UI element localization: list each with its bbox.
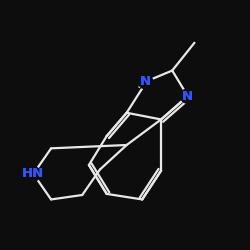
Circle shape: [180, 89, 195, 103]
Text: N: N: [182, 90, 193, 102]
Circle shape: [138, 74, 153, 89]
Text: N: N: [140, 75, 151, 88]
Text: N: N: [140, 75, 151, 88]
Circle shape: [26, 167, 40, 181]
Text: HN: HN: [22, 168, 44, 180]
Text: HN: HN: [22, 168, 44, 180]
Text: N: N: [182, 90, 193, 102]
